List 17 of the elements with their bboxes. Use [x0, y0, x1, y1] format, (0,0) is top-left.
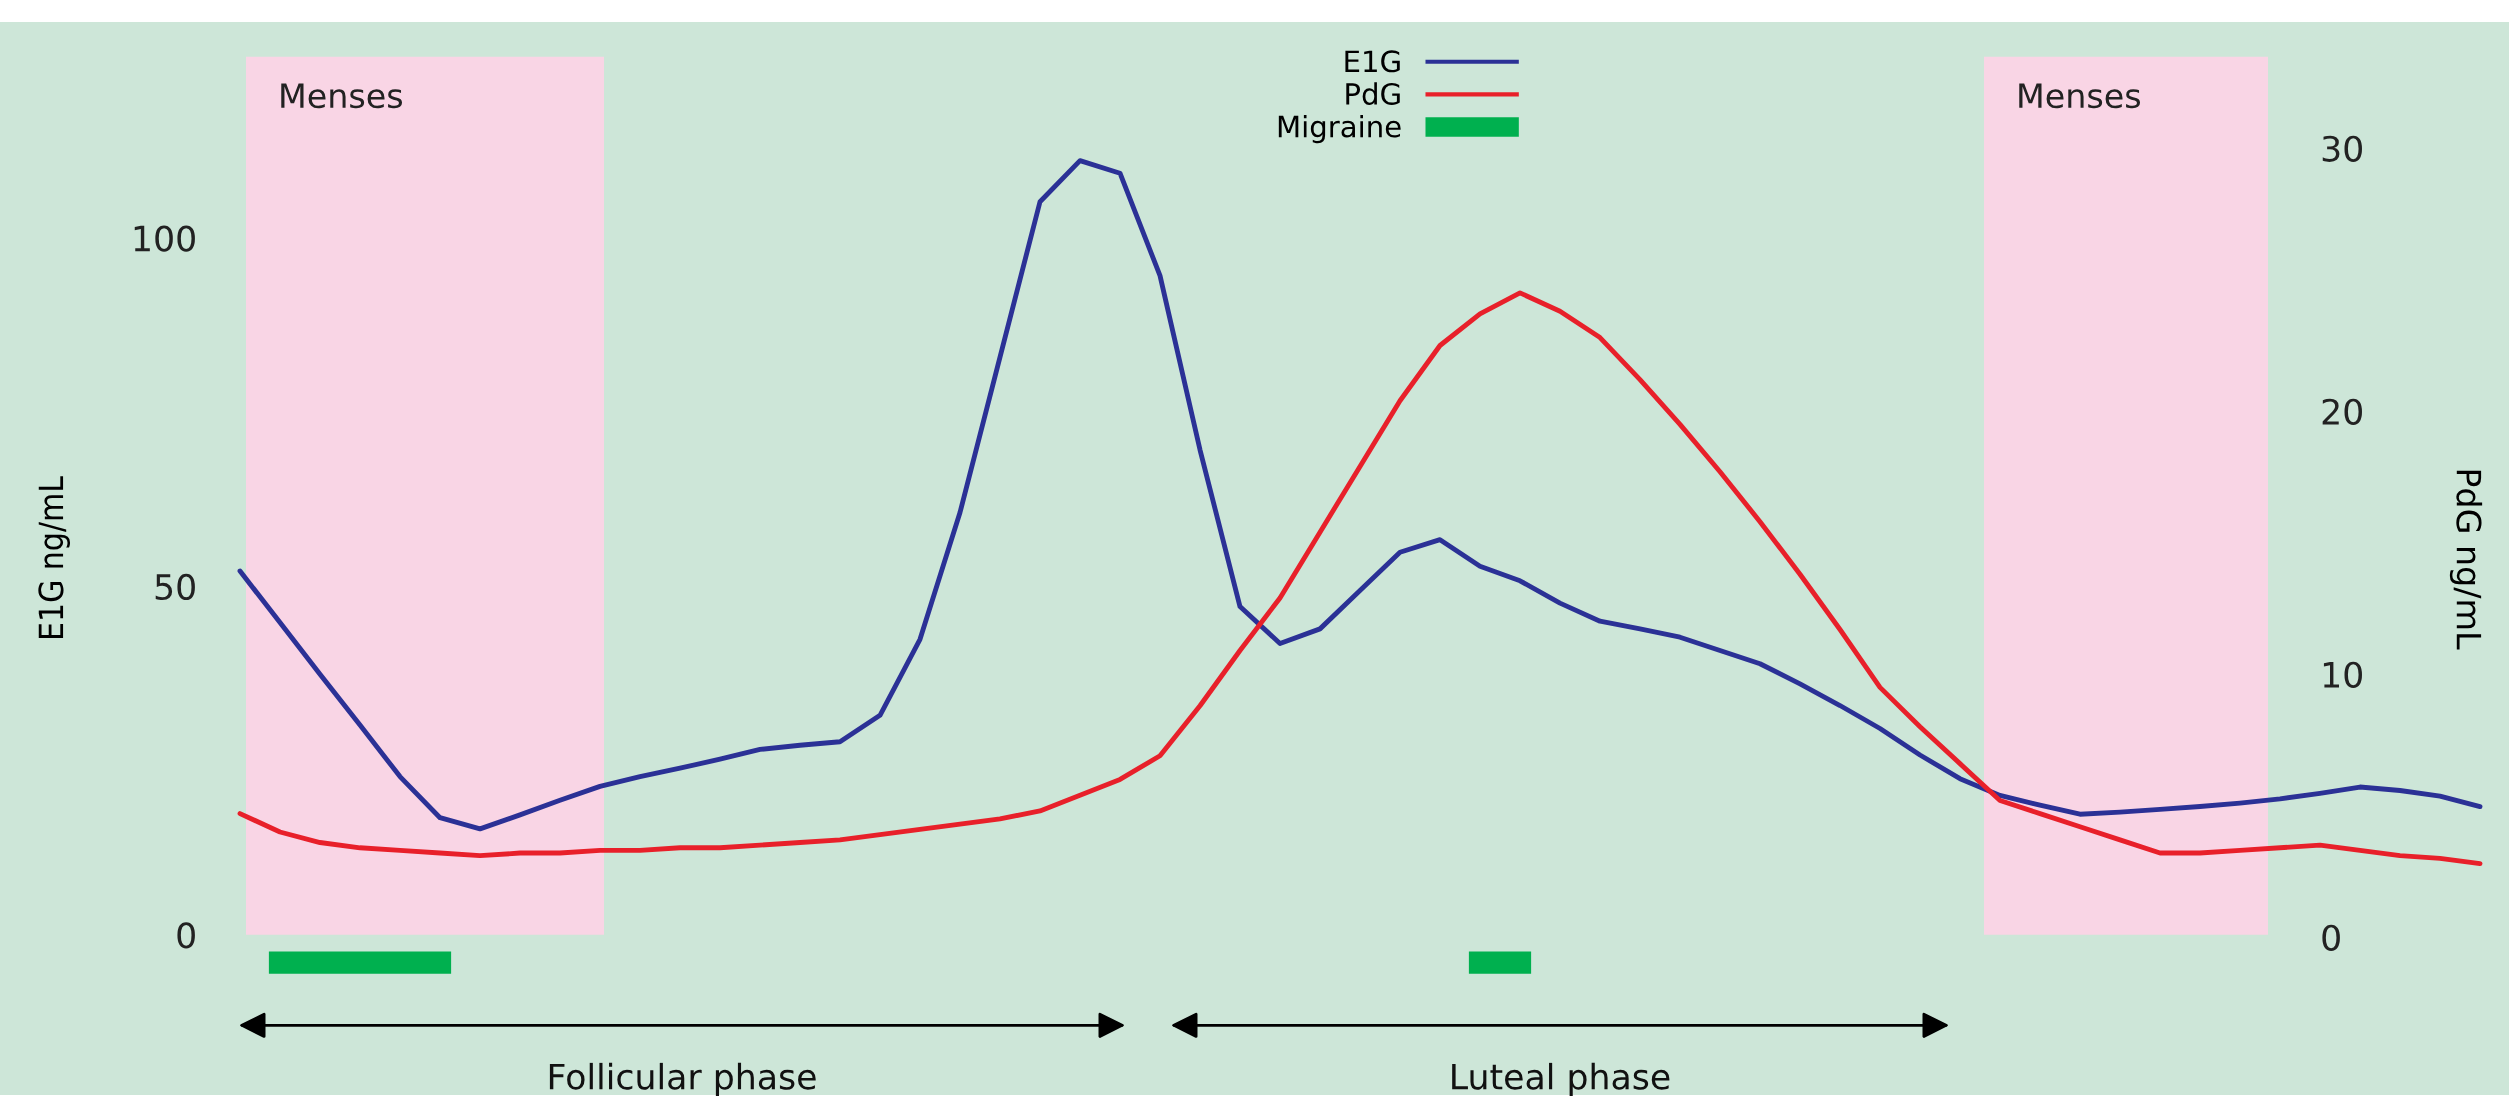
- y-tick-label: 100: [134, 225, 195, 252]
- legend-label: E1G: [1345, 50, 1400, 73]
- legend-label: PdG: [1346, 82, 1400, 105]
- annotation: Luteal phase: [1452, 1062, 1670, 1096]
- annotation: Follicular phase: [549, 1062, 816, 1096]
- annotation: Menses: [281, 83, 403, 109]
- y-tick-label: 50: [155, 573, 195, 601]
- y-tick-label: 0: [177, 922, 195, 949]
- legend-label: Migraine: [1278, 114, 1401, 144]
- y2-tick-label: 0: [2322, 924, 2340, 951]
- y2-axis-title: PdG ng/mL: [2449, 470, 2483, 650]
- y2-tick-label: 20: [2322, 398, 2362, 425]
- line-series: [237, 290, 2483, 866]
- y-axis-title: E1G ng/mL: [38, 476, 70, 638]
- annotation: Menses: [2019, 83, 2141, 109]
- y2-tick-label: 10: [2323, 661, 2362, 688]
- y2-tick-label: 30: [2322, 135, 2362, 162]
